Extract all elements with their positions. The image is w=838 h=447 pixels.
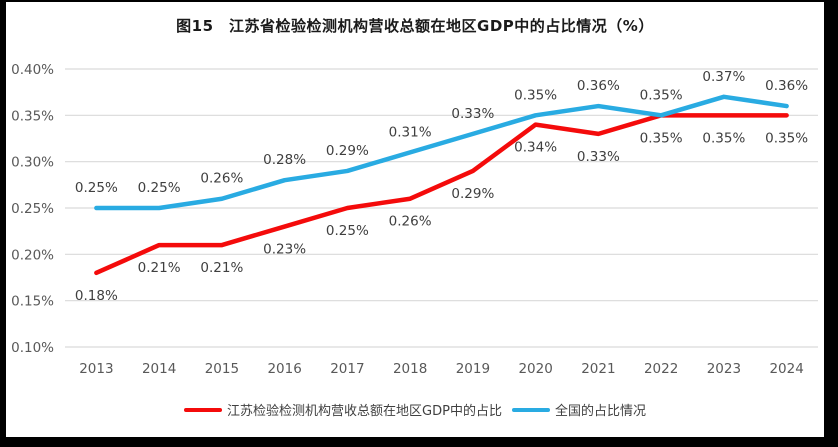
data-label-series-1: 0.33% [451,106,494,122]
data-label-series-0: 0.26% [389,214,432,230]
data-label-series-1: 0.35% [514,87,557,103]
legend-label-national: 全国的占比情况 [554,404,646,419]
data-label-series-0: 0.21% [138,260,181,276]
y-axis-tick-label: 0.20% [11,247,54,263]
data-label-series-0: 0.21% [200,260,243,276]
x-axis-tick-label: 2024 [769,361,803,377]
y-axis-tick-label: 0.35% [11,108,54,124]
x-axis-tick-label: 2014 [142,361,176,377]
data-label-series-0: 0.34% [514,140,557,156]
y-axis-tick-label: 0.25% [11,201,54,217]
y-axis-tick-label: 0.30% [11,155,54,171]
y-axis-tick-label: 0.15% [11,294,54,310]
legend-swatch-national-line [511,407,550,412]
data-label-series-1: 0.25% [75,180,118,196]
legend-label-jiangsu: 江苏检验检测机构营收总额在地区GDP中的占比 [227,404,502,419]
data-label-series-0: 0.23% [263,242,306,258]
x-axis-tick-label: 2019 [456,361,490,377]
x-axis-tick-label: 2016 [267,361,301,377]
chart-panel: 图15 江苏省检验检测机构营收总额在地区GDP中的占比情况（%） 0.40% 0.… [6,2,824,437]
line-chart: 0.40% 0.35% 0.30% 0.25% 0.20% 0.15% 0.10% 2013 2… [11,62,818,377]
data-label-series-1: 0.28% [263,152,306,168]
data-label-series-1: 0.31% [389,124,432,140]
series-line-0 [94,113,789,276]
chart-legend: 江苏检验检测机构营收总额在地区GDP中的占比 全国的占比情况 [6,400,824,419]
data-label-series-0: 0.33% [577,149,620,165]
data-label-series-1: 0.35% [640,87,683,103]
y-axis-tick-label: 0.40% [11,62,54,78]
data-label-series-1: 0.29% [326,143,369,159]
x-axis-tick-label: 2018 [393,361,427,377]
x-axis-tick-label: 2023 [707,361,741,377]
data-label-series-0: 0.35% [765,130,808,146]
data-label-series-0: 0.35% [702,130,745,146]
x-axis-tick-label: 2022 [644,361,678,377]
data-label-series-0: 0.25% [326,223,369,239]
chart-title: 图15 江苏省检验检测机构营收总额在地区GDP中的占比情况（%） [176,17,654,35]
data-label-series-0: 0.35% [640,130,683,146]
x-axis-tick-label: 2020 [518,361,552,377]
data-label-series-0: 0.29% [451,186,494,202]
data-label-series-1: 0.25% [138,180,181,196]
legend-swatch-jiangsu-line [184,407,223,412]
data-label-series-1: 0.26% [200,171,243,187]
data-label-series-0: 0.18% [75,288,118,304]
data-label-series-1: 0.37% [702,69,745,85]
x-axis-tick-label: 2021 [581,361,615,377]
y-axis-tick-label: 0.10% [11,340,54,356]
x-axis-tick-label: 2015 [205,361,239,377]
data-label-series-1: 0.36% [577,78,620,94]
x-axis-tick-label: 2017 [330,361,364,377]
data-label-series-1: 0.36% [765,78,808,94]
series-line-1 [94,94,789,211]
x-axis-tick-label: 2013 [79,361,113,377]
